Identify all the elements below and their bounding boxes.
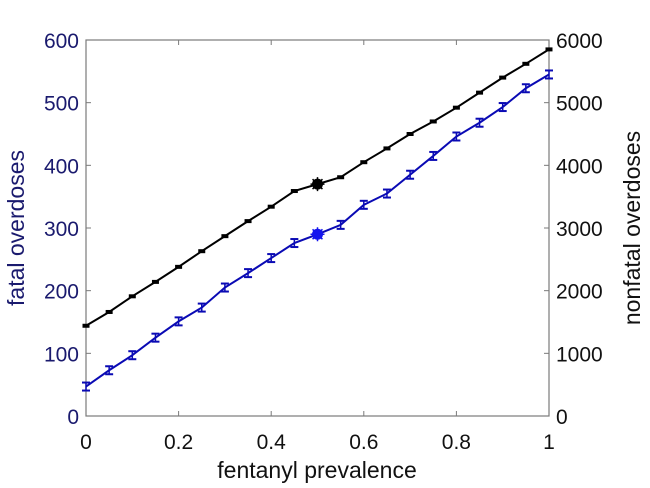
x-axis-title: fentanyl prevalence [217, 457, 416, 483]
data-marker [522, 61, 530, 66]
data-marker [452, 105, 460, 110]
y2-tick-label: 2000 [556, 281, 603, 304]
data-marker [337, 175, 345, 180]
y2-tick-label: 3000 [556, 218, 603, 241]
highlight-spoke [316, 178, 323, 185]
y-tick-label: 0 [67, 406, 79, 429]
highlight-spoke [316, 183, 323, 190]
axes: 0 0.2 0.4 0.6 0.8 101002003004005006000100020… [44, 30, 603, 454]
data-marker [290, 189, 298, 194]
highlight-spoke [316, 228, 323, 235]
highlight-spoke [312, 183, 319, 190]
y-tick-label: 600 [44, 30, 79, 53]
y2-tick-label: 1000 [556, 343, 603, 366]
y-tick-label: 200 [44, 281, 79, 304]
data-marker [267, 204, 275, 209]
left-y-axis-title: fatal overdoses [3, 150, 29, 306]
data-marker [105, 309, 113, 314]
data-marker [476, 90, 484, 95]
data-marker [244, 219, 252, 224]
series-nonfatal-overdoses [82, 47, 553, 328]
y-tick-label: 300 [44, 218, 79, 241]
series-layer [82, 47, 553, 392]
x-tick-label: 0 [80, 431, 92, 454]
data-marker [360, 160, 368, 165]
data-marker [499, 75, 507, 80]
data-marker [198, 249, 206, 254]
right-y-axis-title: nonfatal overdoses [619, 131, 645, 325]
y-tick-label: 500 [44, 93, 79, 116]
y2-tick-label: 5000 [556, 93, 603, 116]
y2-tick-label: 0 [556, 406, 568, 429]
data-marker [175, 264, 183, 269]
data-marker [82, 323, 90, 328]
data-marker [545, 47, 553, 52]
highlight-spoke [312, 228, 319, 235]
data-marker [151, 279, 159, 284]
data-marker [128, 294, 136, 299]
y2-tick-label: 6000 [556, 30, 603, 53]
highlight-spoke [316, 233, 323, 240]
highlight-spoke [312, 233, 319, 240]
highlight-spoke [312, 178, 319, 185]
x-tick-label: 0.4 [257, 431, 287, 454]
data-marker [383, 146, 391, 151]
data-marker [429, 119, 437, 124]
y-tick-label: 100 [44, 343, 79, 366]
x-tick-label: 0.6 [349, 431, 378, 454]
x-tick-label: 0.2 [164, 431, 193, 454]
y-tick-label: 400 [44, 155, 79, 178]
x-tick-label: 1 [543, 431, 555, 454]
data-marker [406, 132, 414, 136]
data-marker [221, 234, 229, 239]
y2-tick-label: 4000 [556, 155, 603, 178]
series-fatal-overdoses [82, 69, 553, 392]
x-tick-label: 0.8 [442, 431, 471, 454]
